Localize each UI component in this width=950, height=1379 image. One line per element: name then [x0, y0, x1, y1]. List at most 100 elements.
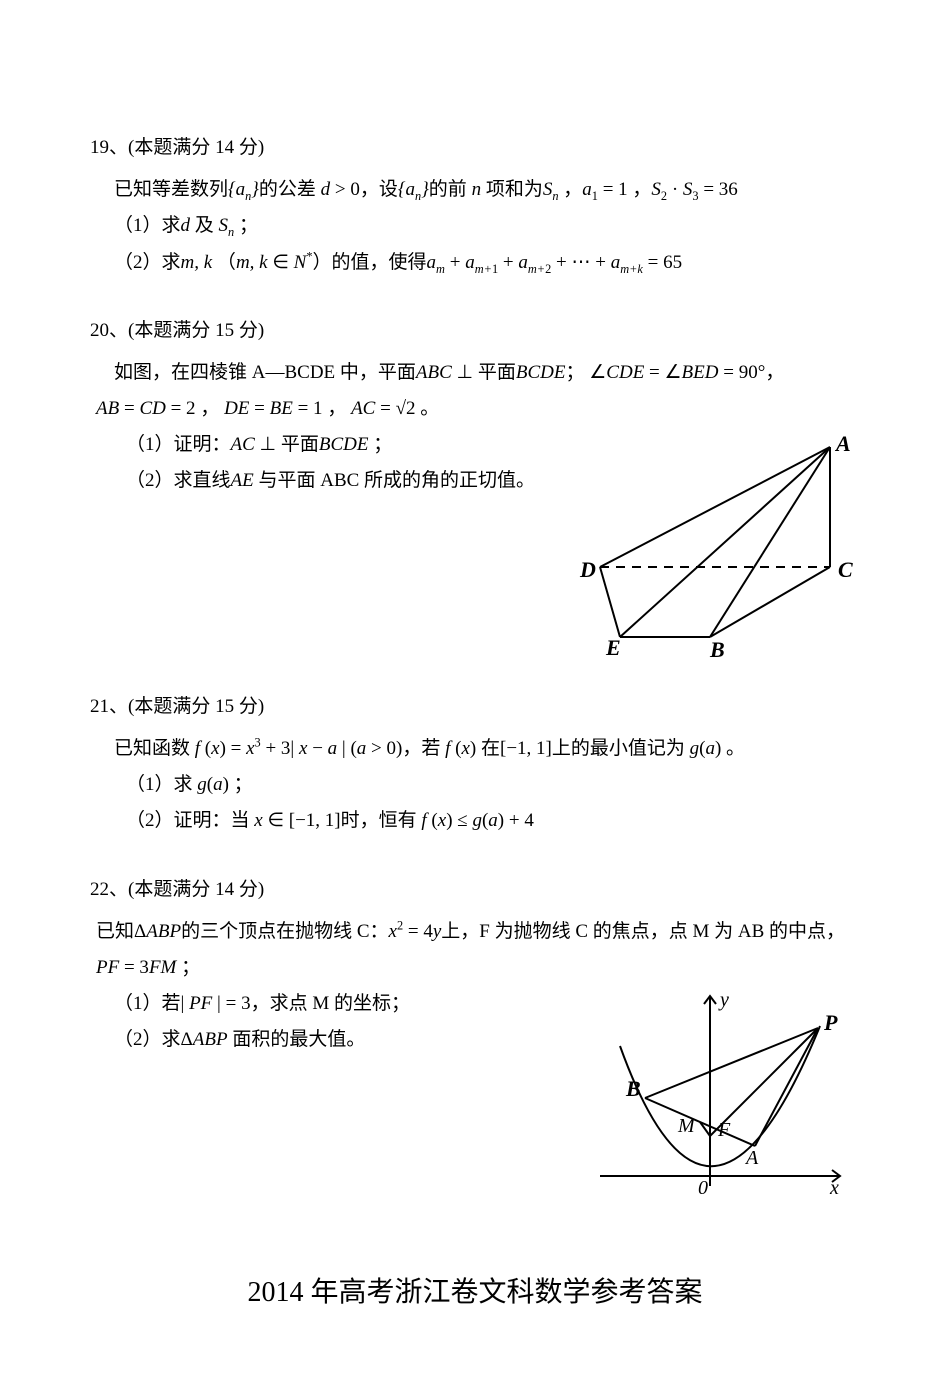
bcde: BCDE [516, 362, 566, 383]
q19-number: 19、 [90, 137, 128, 158]
text: 上，F 为抛物线 C 的焦点，点 M 为 AB 的中点， [441, 921, 845, 942]
text: 平面 [478, 362, 516, 383]
q20-part1: （1）证明：AC ⊥ 平面BCDE ； [90, 427, 550, 463]
pf3fm: PF = 3FM [96, 957, 176, 978]
question-19: 19、(本题满分 14 分) 已知等差数列{an}的公差 d > 0，设{an}… [90, 130, 860, 281]
text: 的前 [429, 179, 467, 200]
on: 在 [476, 738, 500, 759]
rest: 面积的最大值。 [228, 1029, 366, 1050]
label-P: P [823, 1010, 838, 1035]
semi: ； [368, 434, 392, 455]
text: 的三个顶点在抛物线 C： [181, 921, 388, 942]
ac-perp: AC ⊥ [231, 434, 281, 455]
para: x2 = 4y [389, 921, 442, 942]
ga: g(a) [193, 774, 229, 795]
label: （2）求 [114, 1029, 181, 1050]
text: 的公差 [259, 179, 316, 200]
ac: AC = √2 [351, 398, 415, 419]
label: （1）求 [114, 215, 181, 236]
mk: m, k [181, 252, 213, 273]
semi: ； [176, 957, 200, 978]
q20-part2: （2）求直线AE 与平面 ABC 所成的角的正切值。 [90, 463, 550, 499]
label-B: B [625, 1076, 641, 1101]
q19-stem: 已知等差数列{an}的公差 d > 0，设{an}的前 n 项和为Sn ，a1 … [90, 172, 860, 208]
d: d [181, 215, 191, 236]
fx2: f (x) [445, 738, 476, 759]
bcde: BCDE [319, 434, 369, 455]
tri: ΔABP [134, 921, 181, 942]
q22-part2: （2）求ΔABP 面积的最大值。 [90, 1022, 590, 1058]
q20-figure: A C D B E [560, 427, 860, 657]
tri: ΔABP [181, 1029, 228, 1050]
fx: f (x) = x3 + 3| x − a | (a > 0) [195, 738, 403, 759]
label: （1）证明： [126, 434, 231, 455]
rest: ，求点 M 的坐标； [251, 993, 410, 1014]
text: 项和为 [486, 179, 543, 200]
label-F: F [717, 1119, 731, 1141]
q21-part2: （2）证明：当 x ∈ [−1, 1]时，恒有 f (x) ≤ g(a) + 4 [90, 803, 860, 839]
q21-stem: 已知函数 f (x) = x3 + 3| x − a | (a > 0)，若 f… [90, 731, 860, 767]
q22-part1: （1）若| PF | = 3，求点 M 的坐标； [90, 986, 590, 1022]
label-C: C [838, 557, 853, 582]
semi: ； [229, 774, 253, 795]
a1: a1 = 1 [582, 179, 627, 200]
question-20: 20、(本题满分 15 分) 如图，在四棱锥 A—BCDE 中，平面ABC ⊥ … [90, 313, 860, 657]
text: ，设 [360, 179, 398, 200]
q21-part1: （1）求 g(a) ； [90, 767, 860, 803]
label: （1）求 [126, 774, 193, 795]
q22-stem2: PF = 3FM ； [90, 950, 860, 986]
label-A: A [744, 1147, 759, 1169]
mid: 时，恒有 [341, 810, 417, 831]
period: 。 [416, 398, 440, 419]
expr-an2: {an} [398, 179, 429, 200]
label: （2）求直线 [126, 470, 231, 491]
s2s3: S2 · S3 = 36 [651, 179, 737, 200]
q21-number: 21、 [90, 696, 128, 717]
label-y: y [718, 989, 729, 1011]
q20-body-row: （1）证明：AC ⊥ 平面BCDE ； （2）求直线AE 与平面 ABC 所成的… [90, 427, 860, 657]
label-M: M [677, 1115, 696, 1137]
x: x ∈ [−1, 1] [250, 810, 341, 831]
text: ，若 [402, 738, 440, 759]
label: （2）证明：当 [126, 810, 250, 831]
rest: 与平面 ABC 所成的角的正切值。 [254, 470, 535, 491]
expr-an: {an} [228, 179, 259, 200]
plane: 平面 [281, 434, 319, 455]
q19-points: (本题满分 14 分) [128, 137, 264, 158]
min: 上的最小值记为 [552, 738, 685, 759]
text: 已知等差数列 [114, 179, 228, 200]
mid: 的值，使得 [332, 252, 427, 273]
text: 如图，在四棱锥 A—BCDE 中，平面 [114, 362, 416, 383]
q20-stem-line1: 如图，在四棱锥 A—BCDE 中，平面ABC ⊥ 平面BCDE； ∠CDE = … [90, 355, 860, 391]
label-O: 0 [698, 1177, 708, 1199]
text: 已知 [96, 921, 134, 942]
label: （1）若 [114, 993, 181, 1014]
q21-points: (本题满分 15 分) [128, 696, 264, 717]
sum: am + am+1 + am+2 + ⋯ + am+k = 65 [427, 252, 683, 273]
label-E: E [605, 635, 621, 657]
angle: ∠CDE = ∠BED = 90° [589, 362, 765, 383]
and: 及 [190, 215, 219, 236]
q20-number: 20、 [90, 320, 128, 341]
Sn: Sn [219, 215, 235, 236]
Sn: Sn [543, 179, 559, 200]
ga: g(a) [685, 738, 721, 759]
q19-part2: （2）求m, k （m, k ∈ N*）的值，使得am + am+1 + am+… [90, 245, 860, 281]
question-22: 22、(本题满分 14 分) 已知ΔABP的三个顶点在抛物线 C：x2 = 4y… [90, 872, 860, 1206]
parabola-diagram: x y 0 P B M F A [600, 986, 860, 1206]
text: 已知函数 [114, 738, 190, 759]
ae: AE [231, 470, 254, 491]
label: （2）求 [114, 252, 181, 273]
label-A: A [834, 431, 851, 456]
pf: | PF | = 3 [181, 993, 251, 1014]
q20-points: (本题满分 15 分) [128, 320, 264, 341]
semi: ； [565, 362, 584, 383]
question-21: 21、(本题满分 15 分) 已知函数 f (x) = x3 + 3| x − … [90, 689, 860, 839]
semi: ； [234, 215, 258, 236]
label-x: x [829, 1177, 839, 1199]
label-B: B [709, 637, 725, 657]
abc: ABC [416, 362, 452, 383]
end: 。 [721, 738, 745, 759]
pyramid-diagram: A C D B E [560, 427, 860, 657]
paren: （m, k ∈ N*） [217, 252, 332, 273]
